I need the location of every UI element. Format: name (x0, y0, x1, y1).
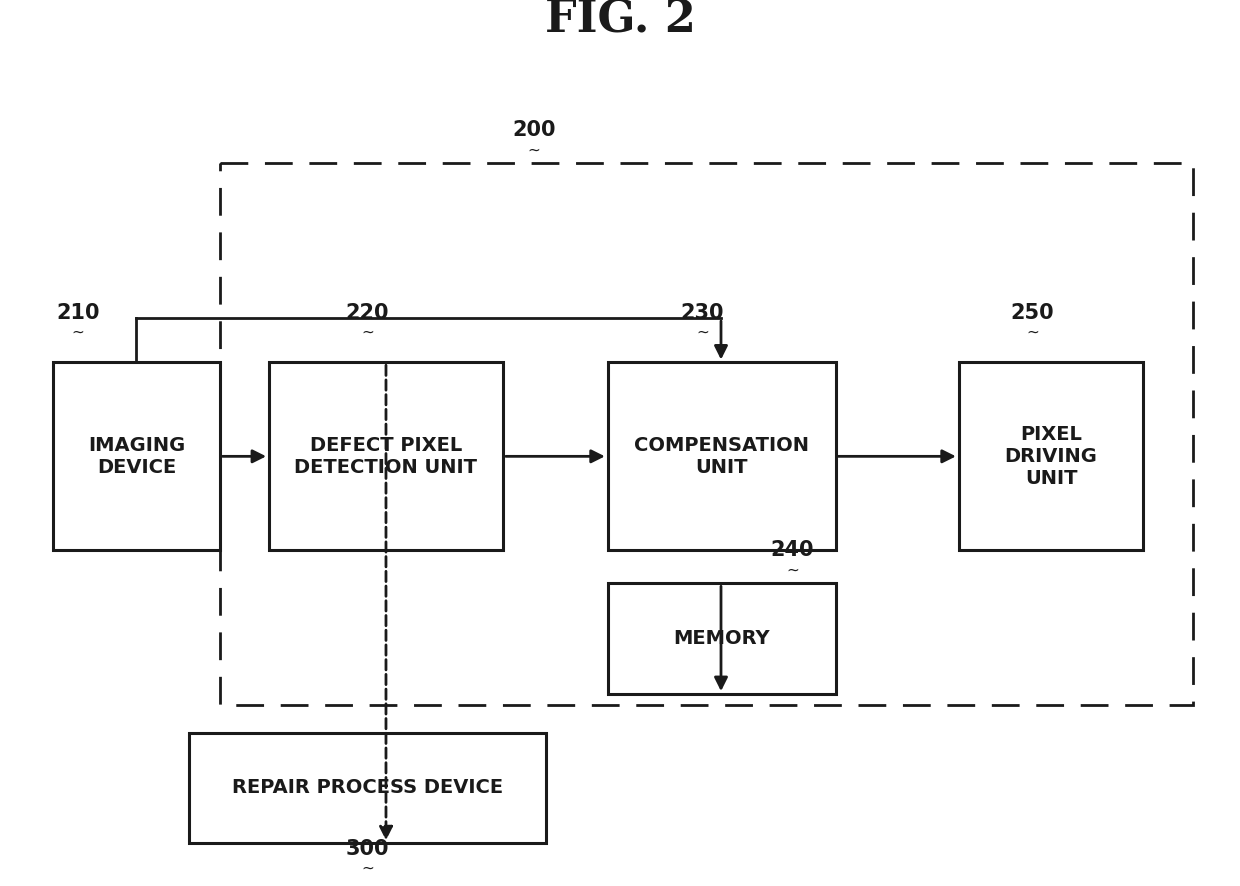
Text: MEMORY: MEMORY (673, 629, 770, 649)
Text: ~: ~ (361, 325, 374, 340)
Text: 230: 230 (681, 303, 724, 323)
Bar (188, 733, 546, 843)
Text: REPAIR PROCESS DEVICE: REPAIR PROCESS DEVICE (232, 779, 503, 797)
Text: IMAGING
DEVICE: IMAGING DEVICE (88, 436, 185, 477)
Bar (608, 584, 836, 694)
Bar (959, 362, 1143, 550)
Text: FIG. 2: FIG. 2 (544, 0, 696, 42)
Text: ~: ~ (786, 563, 799, 578)
Bar (608, 362, 836, 550)
Bar (53, 362, 219, 550)
Bar (219, 164, 1193, 705)
Text: 210: 210 (56, 303, 99, 323)
Text: ~: ~ (696, 325, 709, 340)
Text: ~: ~ (1027, 325, 1039, 340)
Text: ~: ~ (72, 325, 84, 340)
Text: 200: 200 (512, 120, 556, 140)
Text: 250: 250 (1011, 303, 1054, 323)
Text: 220: 220 (346, 303, 389, 323)
Text: 240: 240 (771, 540, 815, 560)
Text: PIXEL
DRIVING
UNIT: PIXEL DRIVING UNIT (1004, 425, 1097, 488)
Bar (269, 362, 503, 550)
Text: COMPENSATION
UNIT: COMPENSATION UNIT (634, 436, 810, 477)
Text: DEFECT PIXEL
DETECTION UNIT: DEFECT PIXEL DETECTION UNIT (294, 436, 477, 477)
Text: ~: ~ (361, 861, 374, 876)
Text: 300: 300 (346, 839, 389, 859)
Text: ~: ~ (527, 143, 541, 158)
